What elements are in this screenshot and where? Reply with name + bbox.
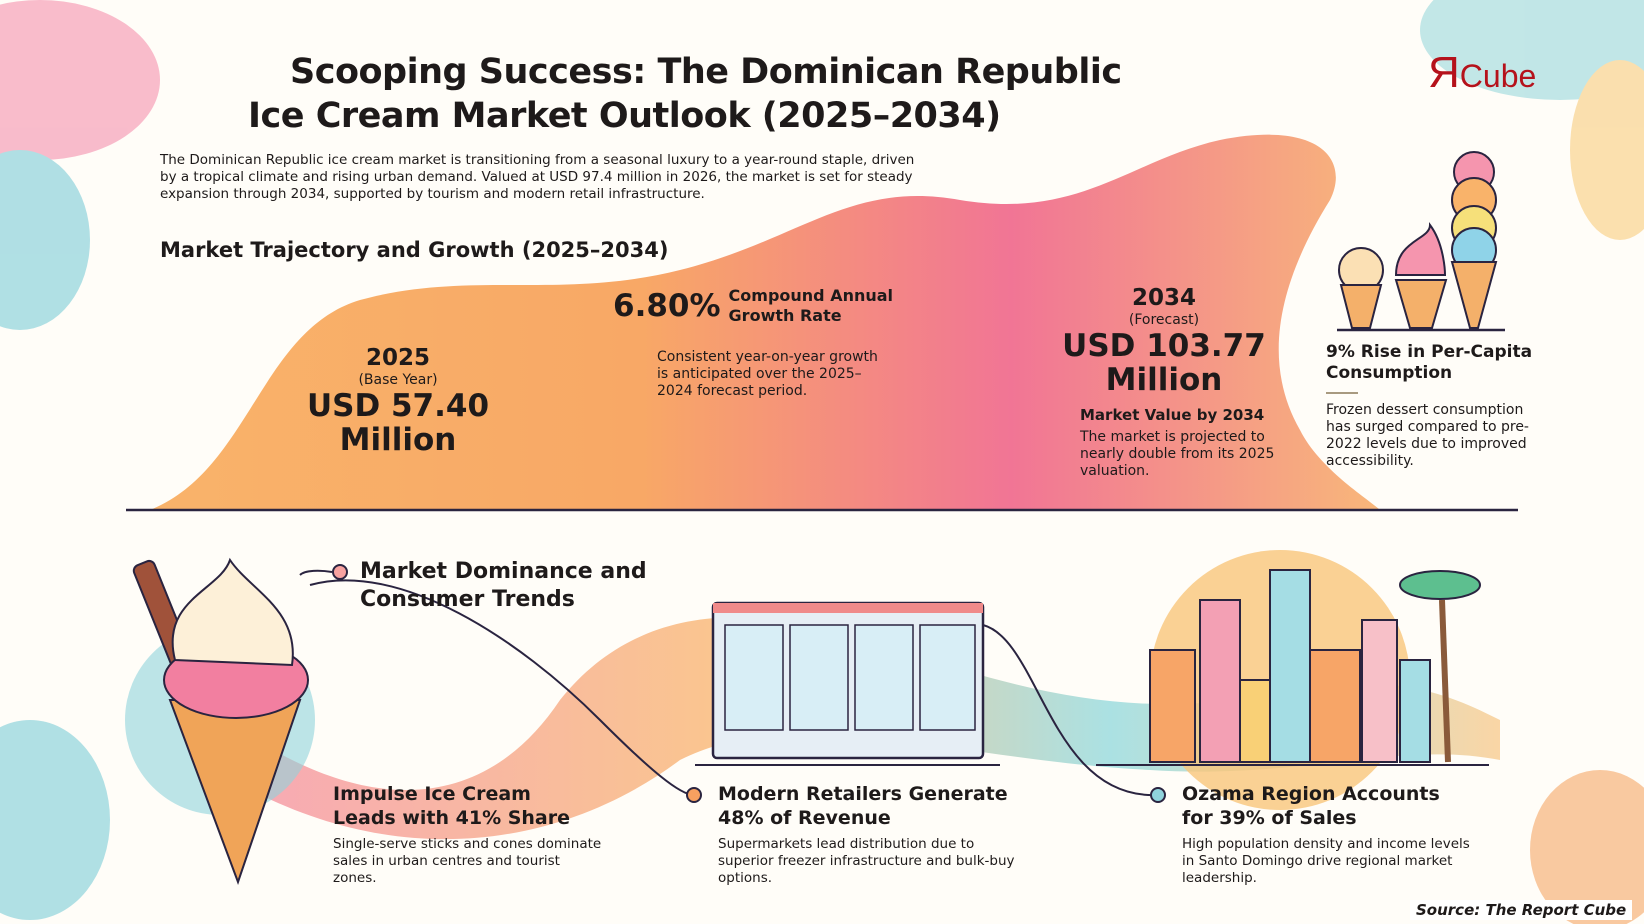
logo-text: Cube [1459, 58, 1537, 94]
per-capita-title: 9% Rise in Per-Capita Consumption [1326, 342, 1533, 383]
per-capita-block: 9% Rise in Per-Capita Consumption Frozen… [1326, 342, 1536, 470]
cagr-block: 6.80% Compound Annual Growth Rate [613, 286, 893, 326]
card-description: Supermarkets lead distribution due to su… [718, 836, 1015, 886]
connector-line [982, 624, 1159, 797]
card-description: Single-serve sticks and cones dominate s… [333, 836, 602, 886]
base-year-label: (Base Year) [358, 372, 438, 388]
section-title: Market Trajectory and Growth (2025–2034) [160, 238, 669, 262]
forecast-unit: Million [1105, 362, 1223, 398]
base-year: 2025 [365, 345, 430, 371]
base-unit: Million [339, 422, 457, 458]
logo-mark: Я [1428, 48, 1460, 97]
forecast-block: 2034 (Forecast) USD 103.77 Million [1029, 284, 1299, 397]
base-value: USD 57.40 [306, 388, 490, 424]
city-skyline-illustration [1096, 550, 1489, 810]
card-title-line1: Impulse Ice Cream [333, 783, 531, 805]
card-title-line2: 48% of Revenue [718, 807, 891, 829]
card-retailers: Modern Retailers Generate 48% of Revenue… [718, 782, 1038, 887]
card-description: High population density and income level… [1182, 836, 1470, 886]
source-note: Source: The Report Cube [1410, 900, 1633, 920]
bullet-dot [332, 564, 348, 580]
card-title-line2: for 39% of Sales [1182, 807, 1357, 829]
cagr-label-2: Growth Rate [728, 306, 842, 325]
card-title-line1: Modern Retailers Generate [718, 783, 1008, 805]
connector-line [309, 579, 695, 796]
ice-cream-cones-icon [1337, 151, 1505, 332]
base-year-block: 2025 (Base Year) USD 57.40 Million [268, 344, 528, 457]
forecast-label: (Forecast) [1128, 312, 1200, 328]
forecast-details: Market Value by 2034 The market is proje… [1080, 406, 1300, 480]
dominance-title-line2: Consumer Trends [360, 587, 575, 612]
cagr-label-1: Compound Annual [728, 286, 894, 305]
growth-wave [150, 134, 1380, 510]
divider [1326, 392, 1358, 394]
card-ozama: Ozama Region Accounts for 39% of Sales H… [1182, 782, 1492, 887]
forecast-caption: Market Value by 2034 [1080, 406, 1265, 424]
card-impulse: Impulse Ice Cream Leads with 41% Share S… [333, 782, 603, 887]
page-title-line2: Ice Cream Market Outlook (2025–2034) [248, 96, 1001, 136]
forecast-year: 2034 [1131, 285, 1196, 311]
cagr-value: 6.80% [613, 288, 721, 324]
card-title-line1: Ozama Region Accounts [1182, 783, 1440, 805]
bullet-dot [686, 787, 702, 803]
intro-paragraph: The Dominican Republic ice cream market … [160, 152, 915, 202]
freezer-illustration [695, 601, 1000, 766]
ice-cream-cone-illustration [125, 557, 315, 885]
page-title-line1: Scooping Success: The Dominican Republic [290, 52, 1122, 92]
dominance-title: Market Dominance and Consumer Trends [360, 558, 647, 614]
connector-line [299, 569, 333, 576]
logo: ЯCube [1428, 48, 1536, 98]
card-title-line2: Leads with 41% Share [333, 807, 571, 829]
cagr-description: Consistent year-on-year growth is antici… [657, 349, 878, 399]
dominance-title-line1: Market Dominance and [360, 559, 647, 584]
forecast-value: USD 103.77 [1062, 328, 1266, 364]
bullet-dot [1150, 787, 1166, 803]
forecast-description: The market is projected to nearly double… [1080, 429, 1275, 479]
per-capita-description: Frozen dessert consumption has surged co… [1326, 402, 1529, 469]
